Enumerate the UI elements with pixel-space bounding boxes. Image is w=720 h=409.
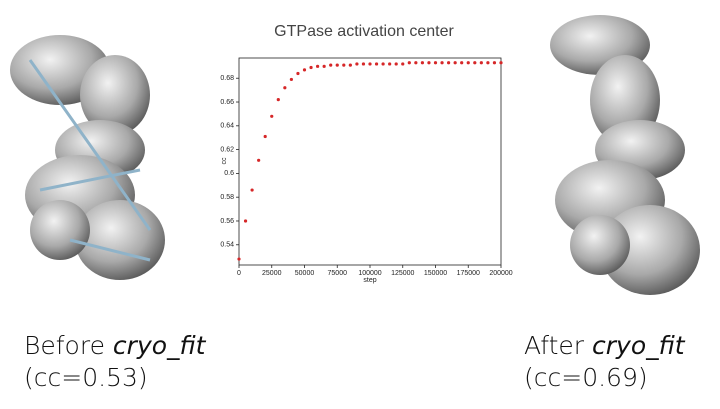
chart-title: GTPase activation center xyxy=(274,23,454,40)
x-axis-label: step xyxy=(363,277,376,284)
caption-score: (cc=0.69) xyxy=(524,363,648,392)
x-tick-label: 75000 xyxy=(328,270,348,277)
point xyxy=(394,62,398,66)
point xyxy=(453,61,457,65)
point xyxy=(270,114,274,118)
caption-emphasis: cryo_fit xyxy=(592,331,685,360)
point xyxy=(276,98,280,102)
point xyxy=(401,62,405,66)
y-tick-label: 0.64 xyxy=(220,123,234,130)
point xyxy=(322,64,326,68)
point xyxy=(348,63,352,67)
point xyxy=(309,65,313,70)
point xyxy=(342,63,346,67)
after-caption: After cryo_fit (cc=0.69) xyxy=(524,330,685,394)
y-axis-label: cc xyxy=(221,157,228,165)
point xyxy=(302,68,307,72)
point xyxy=(466,61,470,65)
point xyxy=(381,62,385,66)
x-tick-label: 0 xyxy=(237,270,241,277)
point xyxy=(237,257,241,261)
caption-emphasis: cryo_fit xyxy=(112,331,206,360)
point xyxy=(479,61,483,65)
y-tick-label: 0.6 xyxy=(224,170,234,177)
point xyxy=(250,188,254,192)
caption-text: Before xyxy=(24,331,105,360)
y-tick-label: 0.56 xyxy=(220,218,234,225)
x-tick-label: 25000 xyxy=(262,270,282,277)
point xyxy=(257,158,261,162)
point xyxy=(420,61,424,65)
x-tick-label: 200000 xyxy=(489,270,512,277)
caption-text: After xyxy=(524,331,585,360)
point xyxy=(355,62,359,66)
point xyxy=(263,134,267,139)
after-map-image xyxy=(550,15,700,295)
before-caption: Before cryo_fit (cc=0.53) xyxy=(24,330,206,394)
point xyxy=(486,61,490,65)
point xyxy=(407,61,411,65)
point xyxy=(499,61,503,65)
point xyxy=(368,62,372,66)
point xyxy=(473,61,477,65)
point xyxy=(335,63,339,67)
point xyxy=(433,61,438,65)
y-tick-label: 0.66 xyxy=(220,99,234,106)
point xyxy=(283,86,287,90)
plot-frame xyxy=(238,57,502,266)
point xyxy=(447,61,451,65)
point xyxy=(243,219,248,223)
point xyxy=(374,62,379,66)
caption-score: (cc=0.53) xyxy=(24,363,148,392)
y-tick-label: 0.54 xyxy=(220,242,234,249)
point xyxy=(329,63,333,67)
y-tick-label: 0.68 xyxy=(220,75,234,82)
point xyxy=(440,61,444,65)
x-tick-label: 50000 xyxy=(295,270,315,277)
x-tick-label: 150000 xyxy=(424,270,447,277)
point xyxy=(289,77,293,82)
point xyxy=(414,61,418,65)
y-tick-label: 0.62 xyxy=(220,146,234,153)
point xyxy=(296,71,300,76)
x-tick-label: 175000 xyxy=(457,270,480,277)
y-tick-label: 0.58 xyxy=(220,194,234,201)
point xyxy=(460,61,464,65)
point xyxy=(316,64,320,68)
x-tick-label: 100000 xyxy=(358,270,381,277)
point xyxy=(361,62,366,66)
point xyxy=(388,62,392,66)
before-map-image xyxy=(10,35,165,280)
point xyxy=(427,61,431,65)
point xyxy=(492,61,497,65)
x-tick-label: 125000 xyxy=(391,270,414,277)
